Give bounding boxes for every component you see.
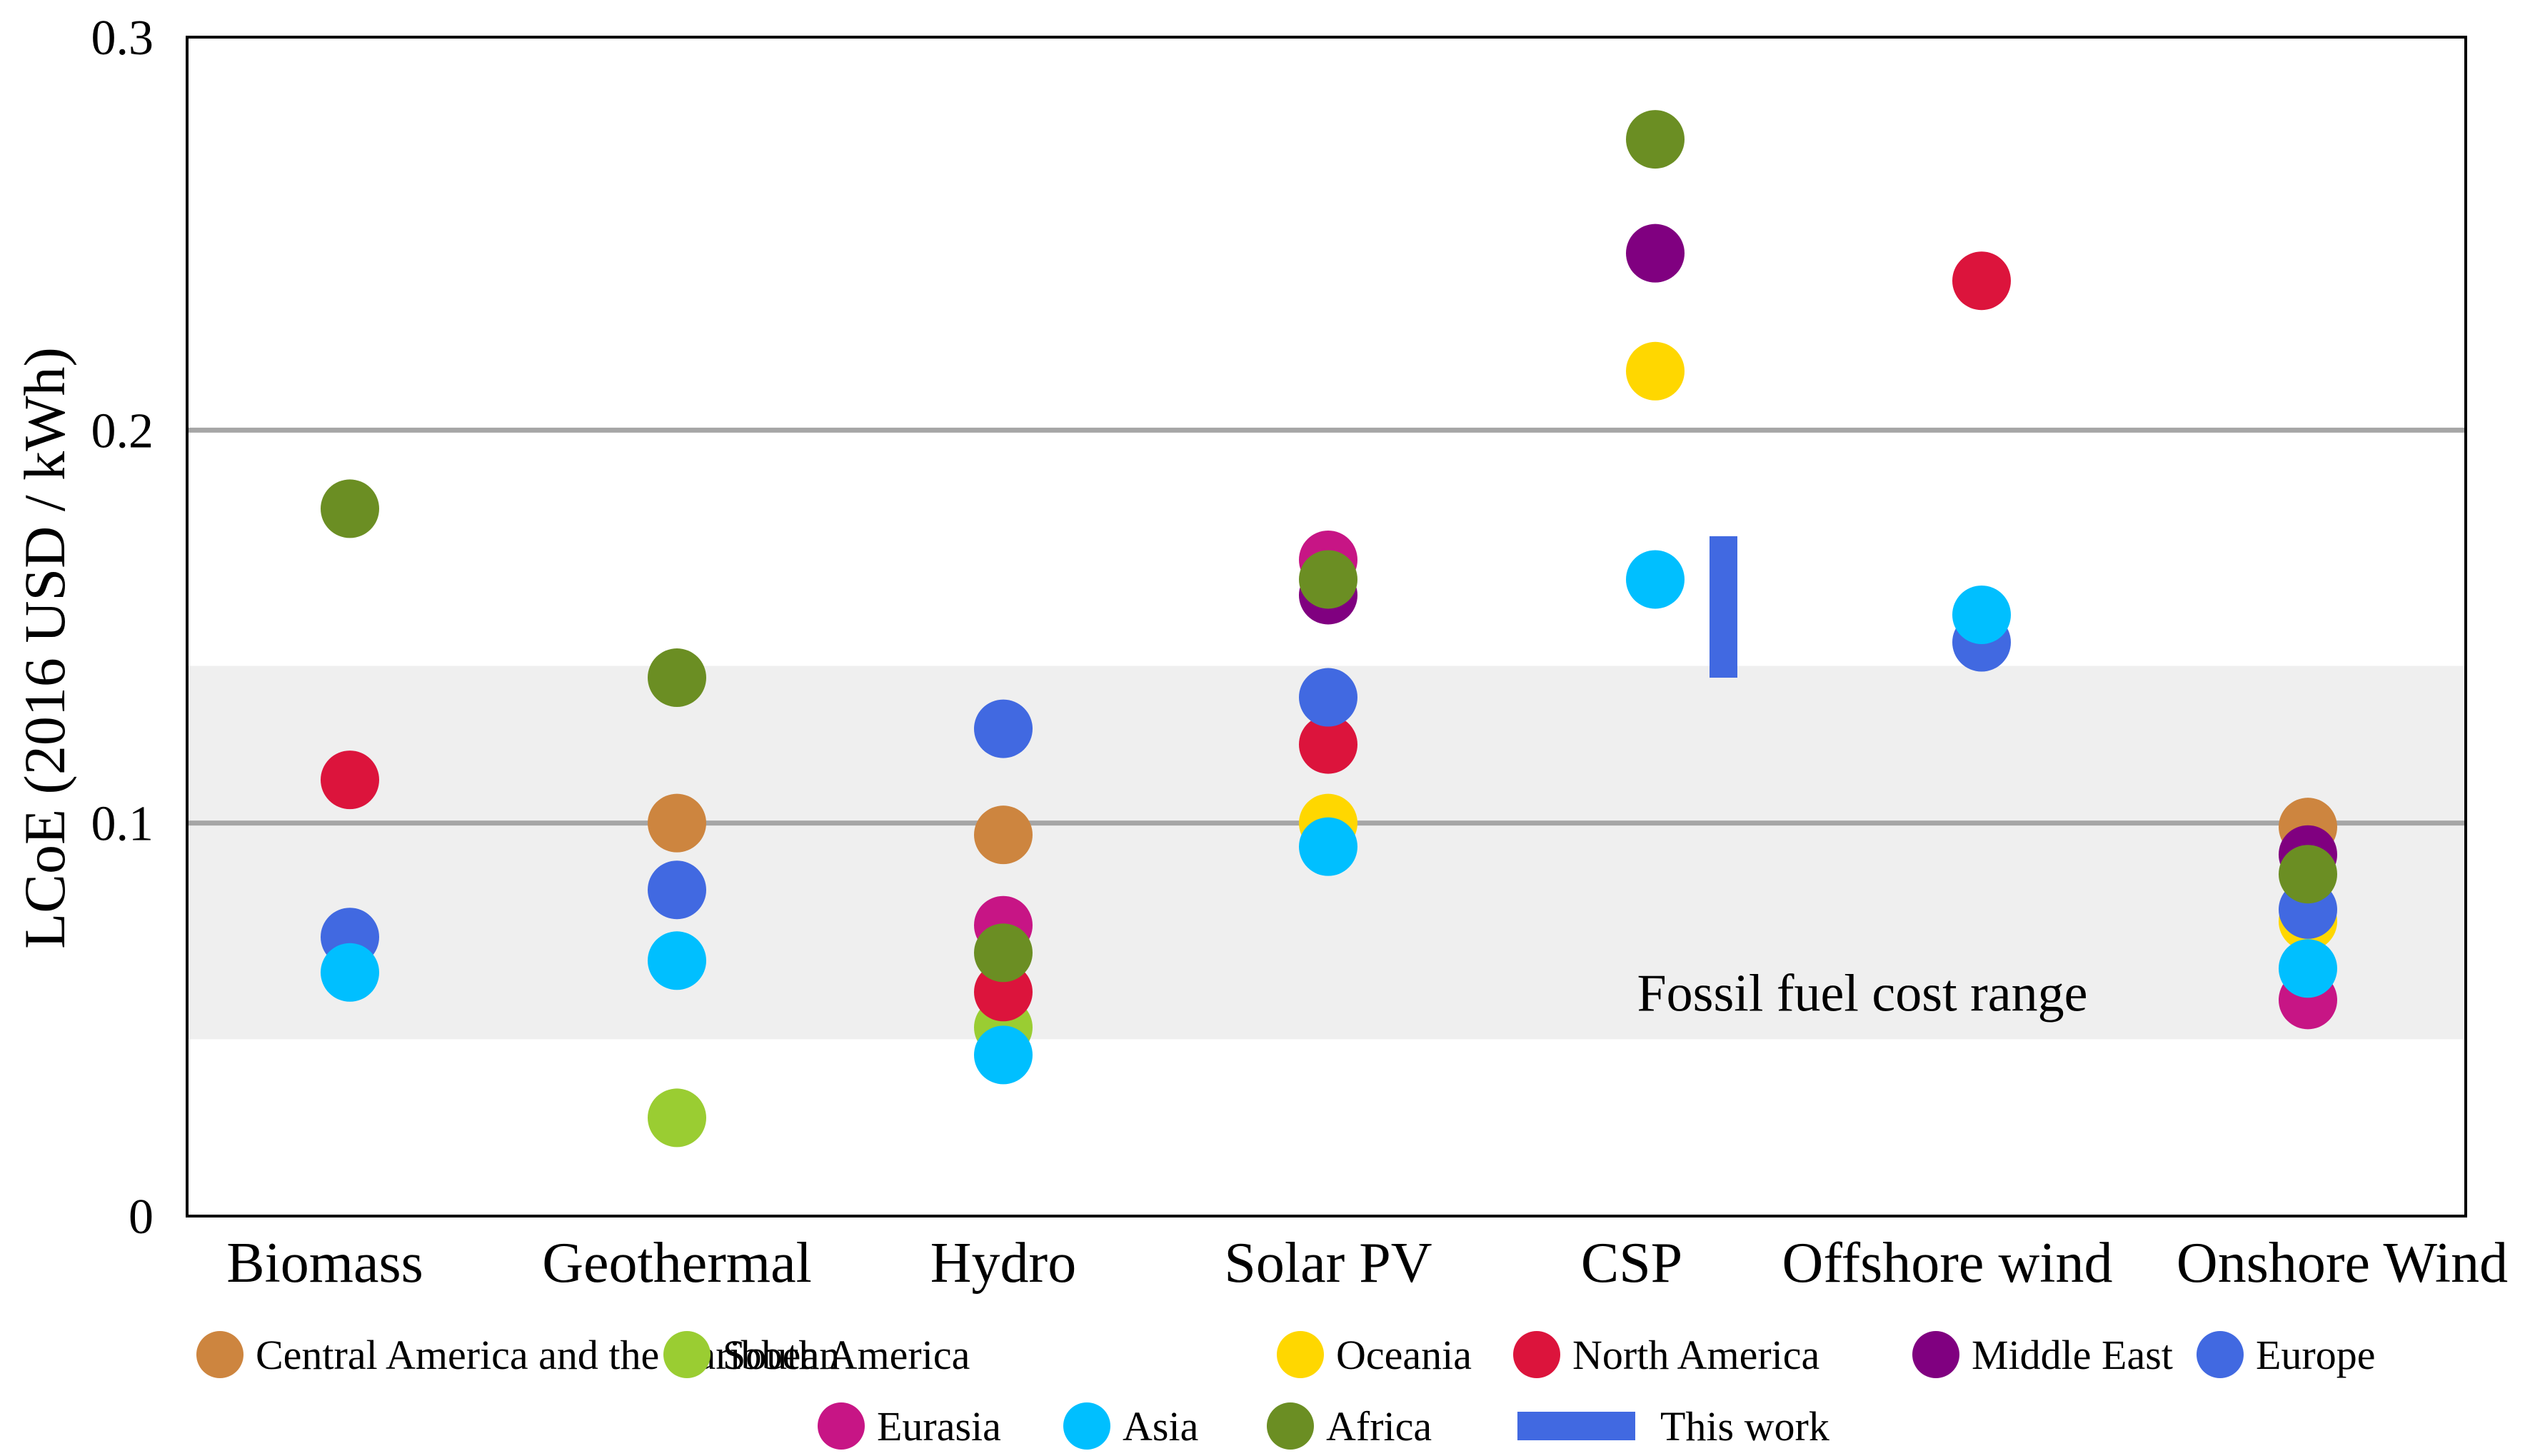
point-middle-east-csp bbox=[1626, 224, 1685, 283]
data-points bbox=[321, 110, 2337, 1148]
legend-item-oceania: Oceania bbox=[1277, 1331, 1472, 1378]
point-africa-geothermal bbox=[648, 648, 706, 708]
point-oceania-csp bbox=[1626, 341, 1685, 401]
point-africa-solar-pv bbox=[1299, 550, 1357, 609]
category-label-geothermal: Geothermal bbox=[542, 1232, 812, 1295]
point-asia-offshore-wind bbox=[1952, 585, 2011, 644]
point-asia-biomass bbox=[321, 943, 379, 1002]
category-label-hydro: Hydro bbox=[930, 1232, 1076, 1295]
legend-label-north-america: North America bbox=[1572, 1332, 1819, 1378]
fossil-fuel-band-label: Fossil fuel cost range bbox=[1637, 964, 2088, 1023]
y-tick-label: 0.1 bbox=[91, 797, 154, 852]
legend-item-central-america-and-the-caribbean: Central America and the Caribbean bbox=[196, 1331, 840, 1378]
legend-item-europe: Europe bbox=[2197, 1331, 2376, 1378]
point-north-america-biomass bbox=[321, 750, 379, 810]
legend-marker-eurasia bbox=[818, 1402, 865, 1450]
legend-label-oceania: Oceania bbox=[1336, 1332, 1472, 1378]
point-asia-solar-pv bbox=[1299, 817, 1357, 876]
legend-marker-asia bbox=[1063, 1402, 1110, 1450]
point-central-america-and-the-caribbean-hydro bbox=[974, 805, 1033, 865]
legend-item-africa: Africa bbox=[1267, 1402, 1432, 1450]
y-tick-label: 0 bbox=[129, 1190, 154, 1245]
point-asia-geothermal bbox=[648, 931, 706, 990]
legend-label-asia: Asia bbox=[1123, 1403, 1198, 1450]
plot-frame bbox=[186, 36, 2467, 1217]
point-europe-solar-pv bbox=[1299, 668, 1357, 727]
y-tick-label: 0.3 bbox=[91, 11, 154, 66]
legend-marker-africa bbox=[1267, 1402, 1314, 1450]
y-tick-label: 0.2 bbox=[91, 403, 154, 458]
category-label-biomass: Biomass bbox=[226, 1232, 423, 1295]
point-asia-hydro bbox=[974, 1025, 1033, 1085]
point-asia-onshore-wind bbox=[2279, 939, 2337, 998]
legend-item-south-america: South America bbox=[663, 1331, 970, 1378]
point-africa-biomass bbox=[321, 479, 379, 538]
point-asia-csp bbox=[1626, 550, 1685, 609]
legend-label-middle-east: Middle East bbox=[1972, 1332, 2173, 1378]
point-north-america-offshore-wind bbox=[1952, 251, 2011, 311]
legend-item-middle-east: Middle East bbox=[1912, 1331, 2173, 1378]
legend-item-north-america: North America bbox=[1513, 1331, 1819, 1378]
legend-label-europe: Europe bbox=[2256, 1332, 2376, 1378]
legend-label-africa: Africa bbox=[1326, 1403, 1432, 1450]
legend-marker-oceania bbox=[1277, 1331, 1324, 1378]
legend-marker-south-america bbox=[663, 1331, 711, 1378]
point-north-america-solar-pv bbox=[1299, 715, 1357, 774]
category-label-solar-pv: Solar PV bbox=[1224, 1232, 1432, 1295]
point-europe-geothermal bbox=[648, 860, 706, 920]
x-axis-categories: Biomass Geothermal Hydro Solar PV CSP Offshor… bbox=[226, 1232, 2508, 1295]
point-africa-onshore-wind bbox=[2279, 845, 2337, 904]
point-central-america-and-the-caribbean-geothermal bbox=[648, 793, 706, 853]
legend-label-eurasia: Eurasia bbox=[877, 1403, 1001, 1450]
legend-item-eurasia: Eurasia bbox=[818, 1402, 1001, 1450]
point-africa-hydro bbox=[974, 923, 1033, 983]
y-axis-label: LCoE (2016 USD / kWh) bbox=[12, 347, 77, 949]
legend-marker-middle-east bbox=[1912, 1331, 1959, 1378]
legend-label-this-work: This work bbox=[1660, 1403, 1829, 1450]
legend-item-this-work: This work bbox=[1517, 1403, 1829, 1450]
y-axis-ticks: 0 0.1 0.2 0.3 bbox=[91, 11, 154, 1245]
legend-marker-central-america-and-the-caribbean bbox=[196, 1331, 244, 1378]
legend-item-asia: Asia bbox=[1063, 1402, 1198, 1450]
legend-marker-europe bbox=[2197, 1331, 2244, 1378]
point-africa-csp bbox=[1626, 110, 1685, 169]
legend-marker-this-work bbox=[1517, 1412, 1635, 1440]
category-label-csp: CSP bbox=[1581, 1232, 1682, 1295]
this-work-bar bbox=[1710, 536, 1737, 678]
point-south-america-geothermal bbox=[648, 1088, 706, 1148]
legend-label-central-america-and-the-caribbean: Central America and the Caribbean bbox=[256, 1332, 840, 1378]
category-label-offshore-wind: Offshore wind bbox=[1782, 1232, 2113, 1295]
legend-marker-north-america bbox=[1513, 1331, 1560, 1378]
category-label-onshore-wind: Onshore Wind bbox=[2177, 1232, 2508, 1295]
legend-label-south-america: South America bbox=[723, 1332, 970, 1378]
point-europe-hydro bbox=[974, 699, 1033, 758]
